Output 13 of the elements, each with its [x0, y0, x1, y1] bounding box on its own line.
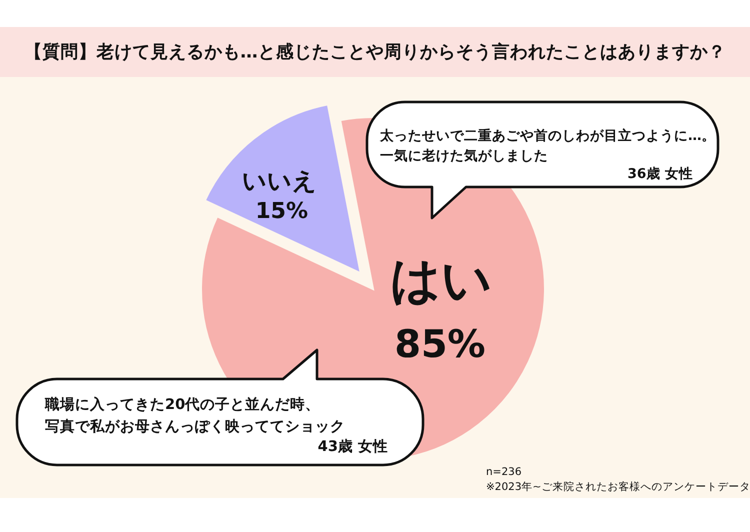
text: n=236 — [486, 466, 522, 478]
text: 43歳 女性 — [318, 438, 388, 455]
text: 写真で私がお母さんっぽく映っててショック — [45, 418, 345, 435]
chart-title: 【質問】老けて見えるかも…と感じたことや周りからそう言われたことはありますか？ — [24, 42, 726, 62]
text: 太ったせいで二重あごや首のしわが目立つように…。 — [379, 127, 716, 144]
data-label: 15% — [255, 199, 308, 224]
slice-label: はい — [390, 251, 492, 309]
slice-label: いいえ — [242, 167, 318, 196]
text: 一気に老けた気がしました — [380, 148, 548, 164]
text: 36歳 女性 — [628, 166, 693, 182]
text: 職場に入ってきた20代の子と並んだ時、 — [44, 396, 320, 413]
text: ※2023年~ご来院されたお客様へのアンケートデータ — [486, 480, 750, 493]
data-label: 85% — [394, 322, 486, 366]
